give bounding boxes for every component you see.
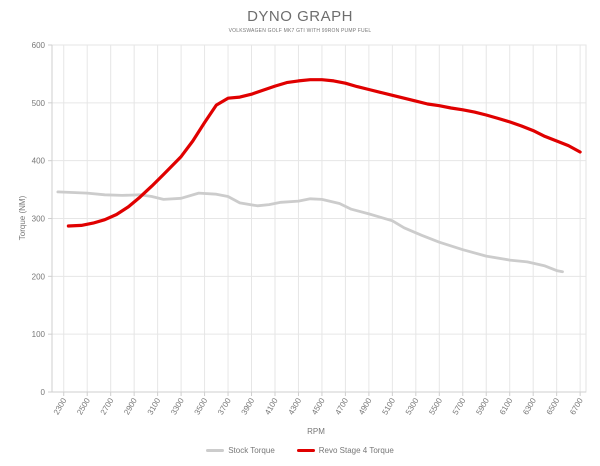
x-tick-label: 4300 [287,396,304,416]
series-lines [56,78,582,274]
chart-subtitle: VOLKSWAGEN GOLF MK7 GTI WITH 99RON PUMP … [228,28,372,34]
y-axis-title: Torque (NM) [18,195,27,240]
x-tick-label: 5900 [474,396,491,416]
y-tick-label: 0 [41,388,46,397]
legend-swatch-revo [296,449,315,452]
legend: Stock Torque Revo Stage 4 Torque [0,446,600,455]
legend-label-revo: Revo Stage 4 Torque [318,446,394,455]
x-tick-label: 2700 [99,396,116,416]
series-line-stock [56,190,564,274]
y-tick-label: 300 [32,215,46,224]
legend-item-stock[interactable]: Stock Torque [206,446,275,455]
x-tick-label: 3100 [146,396,163,416]
x-tick-label: 6500 [545,396,562,416]
grid-lines [51,44,587,393]
x-tick-label: 2500 [75,396,92,416]
y-tick-label: 500 [32,99,46,108]
x-tick-label: 6300 [521,396,538,416]
y-tick-label: 400 [32,157,46,166]
x-tick-label: 6700 [568,396,585,416]
y-tick-label: 100 [32,330,46,339]
x-tick-label: 5500 [427,396,444,416]
x-tick-label: 5700 [451,396,468,416]
y-tick-label: 600 [32,41,46,50]
legend-label-stock: Stock Torque [228,446,275,455]
x-tick-label: 3900 [240,396,257,416]
x-tick-label: 2300 [52,396,69,416]
x-tick-label: 5100 [380,396,397,416]
x-tick-label: 3700 [216,396,233,416]
x-tick-label: 6100 [498,396,515,416]
series-line-revo [66,78,582,228]
x-axis-title: RPM [307,427,325,436]
x-tick-label: 3300 [169,396,186,416]
x-tick-label: 5300 [404,396,421,416]
legend-item-revo[interactable]: Revo Stage 4 Torque [296,446,394,455]
x-tick-label: 3500 [193,396,210,416]
x-tick-label: 4500 [310,396,327,416]
x-tick-label: 4100 [263,396,280,416]
chart-title: DYNO GRAPH [247,8,353,25]
y-tick-label: 200 [32,272,46,281]
x-tick-label: 2900 [122,396,139,416]
x-tick-label: 4700 [333,396,350,416]
x-tick-label: 4900 [357,396,374,416]
legend-swatch-stock [206,449,225,452]
